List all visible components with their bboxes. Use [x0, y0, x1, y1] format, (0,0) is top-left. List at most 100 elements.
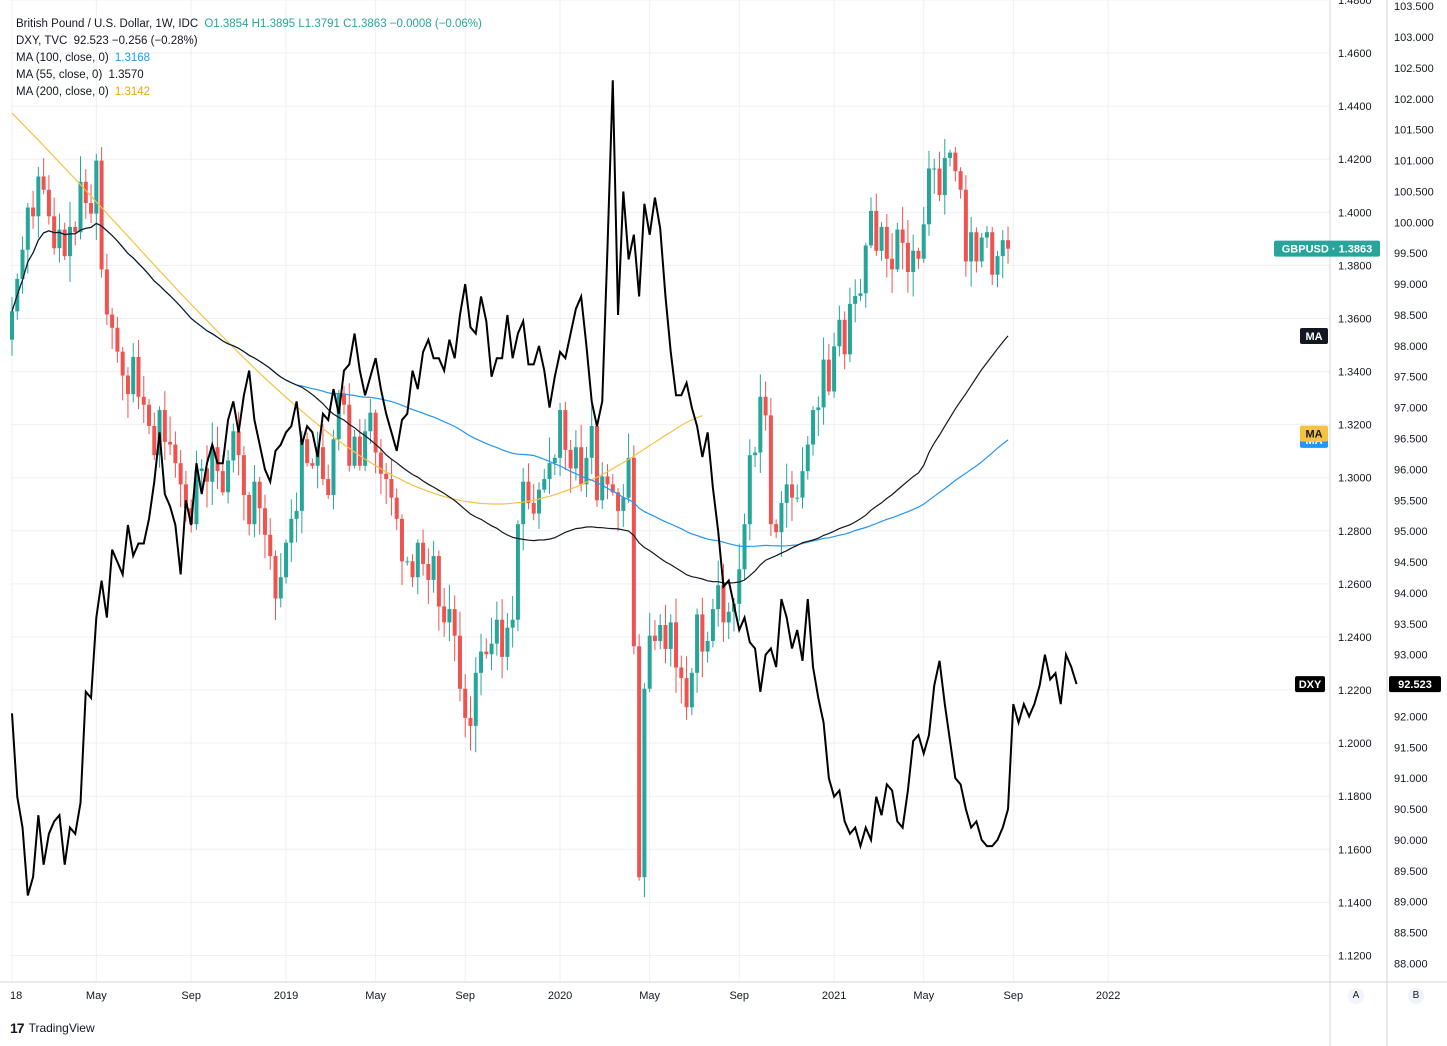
- gbpusd-price-tag-bg: [1274, 240, 1380, 257]
- candle-body: [252, 481, 257, 525]
- candle-body: [858, 293, 863, 296]
- candle-body: [631, 457, 636, 647]
- price-axis-label: 1.1400: [1338, 897, 1372, 909]
- candle-body: [658, 625, 663, 641]
- price-axis-label: 1.3000: [1338, 473, 1372, 485]
- candle-body: [294, 510, 299, 519]
- candle-body: [268, 534, 273, 557]
- candle-body: [152, 425, 157, 456]
- candle-body: [900, 229, 905, 243]
- price-axis-label: 1.4200: [1338, 154, 1372, 166]
- price-axis-label: 1.1200: [1338, 950, 1372, 962]
- candle-body: [652, 635, 657, 641]
- dxy-axis-label: 96.500: [1394, 434, 1428, 446]
- dxy-value-tag-bg: [1389, 676, 1441, 693]
- candle-body: [884, 226, 889, 259]
- candle-body: [141, 396, 146, 405]
- candle-body: [331, 439, 336, 495]
- right-axis-button[interactable]: B: [1408, 988, 1424, 1004]
- tradingview-footer: 17 TradingView: [10, 1020, 95, 1036]
- candle-body: [473, 672, 478, 726]
- legend-dxy-name[interactable]: DXY, TVC: [16, 35, 68, 47]
- auto-scale-button[interactable]: A: [1348, 988, 1364, 1004]
- dxy-axis-label: 90.000: [1394, 835, 1428, 847]
- candle-body: [284, 542, 289, 578]
- candle-body: [890, 258, 895, 270]
- candle-body: [579, 447, 584, 485]
- candle-body: [110, 314, 115, 328]
- gbpusd-price-tag: GBPUSD · 1.3863: [1282, 244, 1372, 256]
- candle-body: [247, 494, 252, 525]
- candle-body: [326, 479, 331, 495]
- time-axis-label: 18: [10, 990, 22, 1002]
- candle-body: [737, 569, 742, 604]
- legend-ma55-value: 1.3570: [108, 69, 144, 81]
- candle-body: [605, 476, 610, 485]
- candle-body: [168, 441, 173, 445]
- ma55-tag-bg: [1300, 327, 1328, 344]
- candle-body: [837, 319, 842, 347]
- dxy-line: [11, 80, 1078, 896]
- dxy-axis-label: 101.000: [1394, 156, 1434, 168]
- legend-symbol[interactable]: British Pound / U.S. Dollar, 1W, IDC: [16, 18, 199, 30]
- candle-body: [262, 508, 267, 535]
- ma55-tag: MA: [1305, 331, 1322, 343]
- price-axis-label: 1.4800: [1338, 0, 1372, 7]
- candle-body: [384, 473, 389, 480]
- candle-body: [869, 210, 874, 246]
- dxy-axis-label: 98.000: [1394, 341, 1428, 353]
- dxy-axis-label: 93.000: [1394, 650, 1428, 662]
- candle-body: [83, 181, 88, 204]
- candle-body: [921, 224, 926, 259]
- candle-body: [104, 269, 109, 315]
- price-axis-label: 1.4000: [1338, 207, 1372, 219]
- candle-body: [753, 452, 758, 456]
- time-axis-label: Sep: [729, 990, 749, 1002]
- candle-body: [684, 678, 689, 708]
- time-axis-label: 2019: [274, 990, 298, 1002]
- candle-body: [974, 232, 979, 262]
- price-axis-label: 1.1800: [1338, 791, 1372, 803]
- candle-body: [131, 356, 136, 395]
- candle-body: [310, 463, 315, 466]
- time-axis-label: Sep: [1004, 990, 1024, 1002]
- legend-ma200-name[interactable]: MA (200, close, 0): [16, 86, 109, 98]
- candle-body: [515, 524, 520, 620]
- dxy-axis-label: 92.000: [1394, 711, 1428, 723]
- candle-body: [663, 625, 668, 649]
- legend-ma100-name[interactable]: MA (100, close, 0): [16, 52, 109, 64]
- dxy-axis-label: 100.500: [1394, 186, 1434, 198]
- candle-body: [842, 319, 847, 355]
- ma200-tag-bg: [1300, 425, 1328, 442]
- candle-body: [584, 457, 589, 485]
- candle-body: [463, 688, 468, 718]
- candle-body: [679, 667, 684, 679]
- candle-body: [726, 611, 731, 623]
- price-axis-label: 1.3200: [1338, 420, 1372, 432]
- candle-body: [789, 484, 794, 498]
- legend-dxy: DXY, TVC 92.523 −0.256 (−0.28%): [16, 33, 482, 50]
- candle-body: [31, 207, 36, 217]
- candle-body: [162, 410, 167, 442]
- candle-body: [953, 152, 958, 172]
- candle-body: [568, 449, 573, 469]
- candle-body: [78, 181, 83, 233]
- dxy-axis-label: 89.500: [1394, 866, 1428, 878]
- price-axis-label: 1.3600: [1338, 313, 1372, 325]
- candle-body: [547, 463, 552, 480]
- candle-body: [215, 447, 220, 472]
- ma55-line: [11, 222, 1009, 584]
- candle-body: [436, 556, 441, 607]
- legend-ma55-name[interactable]: MA (55, close, 0): [16, 69, 103, 81]
- candle-body: [542, 479, 547, 490]
- time-axis-label: Sep: [181, 990, 201, 1002]
- candle-body: [479, 651, 484, 673]
- candle-body: [563, 410, 568, 450]
- candle-body: [510, 619, 515, 628]
- dxy-axis-label: 89.000: [1394, 897, 1428, 909]
- dxy-axis-label: 94.000: [1394, 588, 1428, 600]
- dxy-axis-label: 91.500: [1394, 742, 1428, 754]
- dxy-axis-label: 93.500: [1394, 619, 1428, 631]
- time-axis-label: May: [365, 990, 386, 1002]
